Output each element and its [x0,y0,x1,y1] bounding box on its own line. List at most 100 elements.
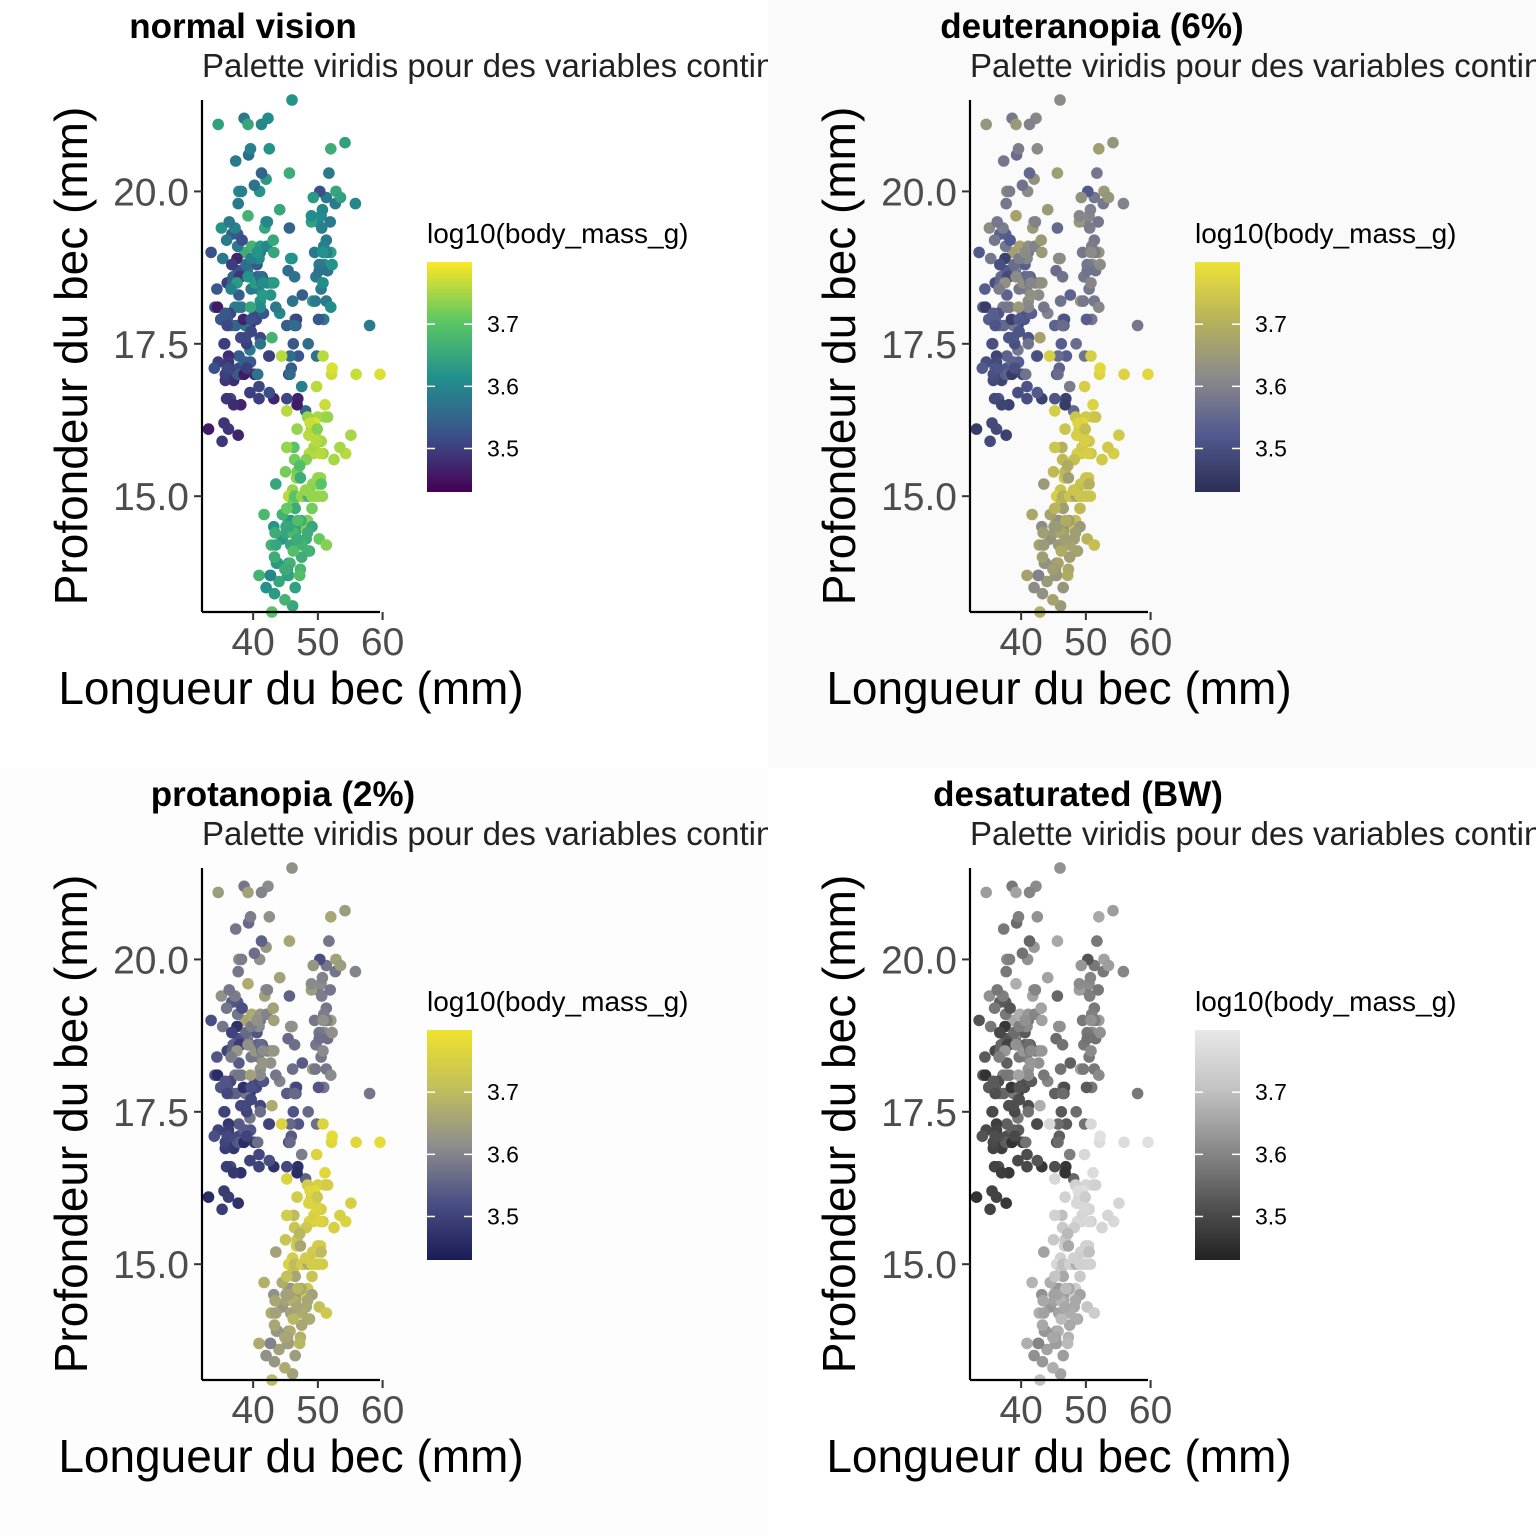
data-point [202,1191,215,1203]
data-point [983,990,996,1002]
data-point [326,1026,338,1039]
data-point [1034,1099,1046,1112]
data-point [997,923,1010,935]
data-point [988,234,1001,246]
data-point [235,185,248,198]
data-point [244,386,256,399]
data-point [321,411,334,423]
data-point [976,1130,989,1142]
data-point [1022,301,1035,314]
data-point [299,1252,312,1264]
panel-subtitle: Palette viridis pour des variables conti… [970,815,1536,852]
data-point [1003,185,1016,198]
data-point [319,1167,331,1179]
data-point [1085,1118,1097,1130]
data-point [268,1319,281,1331]
data-point [1049,1209,1061,1222]
data-point [1023,886,1036,899]
data-point [240,362,253,375]
data-point [286,1063,299,1075]
data-point [325,301,337,314]
x-tick-label: 40 [999,1389,1042,1432]
data-point [1049,405,1061,417]
data-point [312,1081,325,1094]
panel-background [768,0,1536,768]
data-point [314,447,327,460]
data-point [1038,1246,1050,1258]
data-point [257,289,269,301]
data-point [1055,338,1068,350]
data-point [1025,1057,1037,1069]
x-axis-label: Longueur du bec (mm) [58,1430,523,1482]
data-point [1022,1106,1035,1118]
data-point [284,1136,296,1149]
data-point [257,1057,269,1069]
data-point [268,1014,280,1027]
data-point [1035,234,1047,246]
data-point [263,143,276,155]
data-point [1059,399,1071,411]
data-point [240,1130,253,1142]
data-point [993,1051,1005,1063]
panel-title: desaturated (BW) [933,775,1223,814]
data-point [279,1331,291,1344]
data-point [970,1191,983,1203]
data-point [991,216,1003,228]
data-point [216,1020,229,1033]
data-point [260,1349,272,1362]
data-point [328,1221,340,1234]
data-point [1010,210,1022,222]
data-point [221,1087,233,1100]
legend-colorbar [1195,262,1240,492]
data-point [1032,569,1045,582]
data-point [1057,1270,1069,1283]
data-point [1025,289,1037,301]
legend-title: log10(body_mass_g) [427,986,689,1017]
data-point [279,563,291,576]
panel-background [768,768,1536,1536]
data-point [1034,331,1046,344]
data-point [1096,1221,1108,1234]
data-point [306,1270,318,1283]
data-point [350,1136,362,1149]
data-point [215,990,228,1002]
data-point [1026,1276,1038,1289]
scatter-points [202,94,386,618]
legend-tick-label: 3.5 [487,1203,519,1229]
data-point [270,301,282,314]
data-point [1102,1209,1114,1222]
data-point [1035,1002,1047,1014]
data-point [1012,1154,1024,1167]
y-tick-label: 20.0 [881,939,957,982]
data-point [1016,947,1029,960]
legend-tick-label: 3.6 [487,1141,519,1167]
panel-background [0,0,768,768]
data-point [291,1167,303,1179]
data-point [1054,252,1066,265]
data-point [275,350,288,362]
data-point [229,923,242,935]
data-point [286,252,298,265]
legend-tick-label: 3.7 [487,311,519,337]
data-point [279,1362,291,1374]
x-tick-label: 50 [296,621,339,664]
data-point [263,1154,276,1167]
data-point [986,338,999,350]
data-point [1076,1014,1089,1027]
scatter-points [202,862,386,1386]
data-point [268,587,281,600]
data-point [302,338,315,350]
data-point [283,935,296,947]
data-point [268,551,281,563]
data-point [255,167,268,179]
data-point [1056,319,1069,332]
data-point [236,1002,248,1014]
data-point [1085,1045,1097,1057]
data-point [1031,350,1044,362]
data-point [1036,1319,1049,1331]
data-point [1060,1118,1073,1130]
data-point [1010,118,1022,131]
data-point [1069,1295,1082,1307]
y-tick-label: 15.0 [881,476,957,519]
data-point [1001,1069,1013,1081]
